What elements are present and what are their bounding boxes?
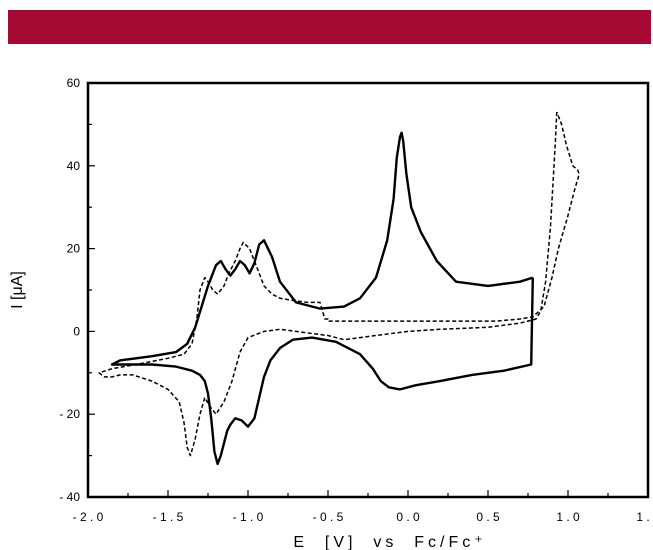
series-group bbox=[98, 111, 580, 466]
y-tick-label: 60 bbox=[67, 76, 81, 90]
x-axis-ticks: - 2 . 0 - 1 . 5 - 1 . 0 - 0 . 5 0 . 0 0 . 5 1 … bbox=[73, 490, 653, 524]
series-dashed-line bbox=[98, 111, 580, 457]
top-color-banner bbox=[8, 10, 651, 44]
y-tick-label: 40 bbox=[67, 159, 81, 173]
y-tick-label: 0 bbox=[73, 324, 80, 338]
x-tick-label: - 2 . 0 bbox=[73, 510, 104, 524]
x-tick-label: 0 . 0 bbox=[396, 510, 420, 524]
x-tick-label: - 0 . 5 bbox=[313, 510, 344, 524]
x-tick-label: - 1 . 5 bbox=[153, 510, 184, 524]
x-axis-label: E [V] vs Fc/Fc⁺ bbox=[293, 534, 486, 550]
y-tick-label: - 40 bbox=[59, 490, 80, 504]
x-tick-label: 1 . 5 bbox=[636, 510, 653, 524]
y-tick-label: 20 bbox=[67, 242, 81, 256]
series-solid-line bbox=[110, 131, 534, 466]
plot-frame bbox=[86, 81, 650, 499]
y-tick-label: - 20 bbox=[59, 407, 80, 421]
y-axis-label: I [μA] bbox=[9, 271, 26, 309]
x-tick-label: 1 . 0 bbox=[556, 510, 580, 524]
y-axis-ticks: - 40 - 20 0 20 40 60 bbox=[59, 76, 95, 504]
x-tick-label: - 1 . 0 bbox=[233, 510, 264, 524]
x-tick-label: 0 . 5 bbox=[476, 510, 500, 524]
